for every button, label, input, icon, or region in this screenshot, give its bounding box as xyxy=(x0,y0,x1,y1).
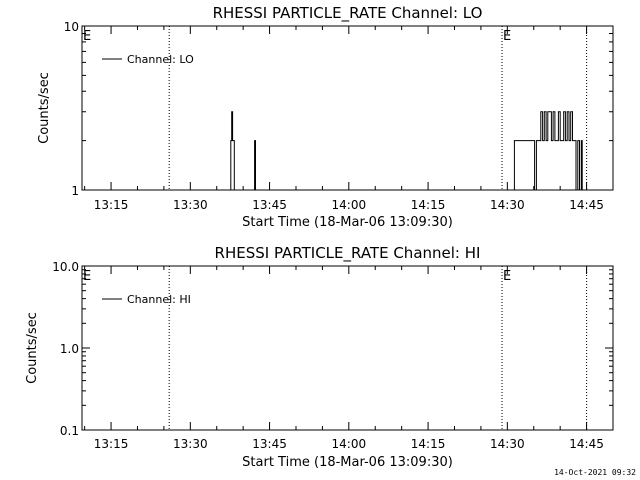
x-tick-label-13-45: 13:45 xyxy=(252,198,287,212)
x-tick-label-13-45: 13:45 xyxy=(252,437,287,451)
plot-frame xyxy=(81,25,614,191)
footer-timestamp: 14-Oct-2021 09:32 xyxy=(554,468,636,477)
x-tick-label-14-15: 14:15 xyxy=(411,437,446,451)
series-segment-channel-lo-0 xyxy=(229,111,235,191)
y-tick-label-0-1: 0.1 xyxy=(60,424,79,438)
series-segment-channel-lo-1 xyxy=(253,140,256,191)
chart-title: RHESSI PARTICLE_RATE Channel: HI xyxy=(215,244,481,263)
y-tick-label-10-0: 10.0 xyxy=(52,260,79,274)
y-axis-label: Counts/sec xyxy=(37,72,52,144)
x-tick-label-13-15: 13:15 xyxy=(94,198,129,212)
y-tick-label-1-0: 1.0 xyxy=(60,342,79,356)
x-tick-label-14-00: 14:00 xyxy=(332,437,367,451)
chart-title: RHESSI PARTICLE_RATE Channel: LO xyxy=(213,4,483,23)
event-marker-label: E xyxy=(83,29,91,44)
event-marker-label: E xyxy=(83,269,91,284)
x-tick-label-14-00: 14:00 xyxy=(332,198,367,212)
y-tick-label-10: 10 xyxy=(64,20,79,34)
x-tick-label-14-30: 14:30 xyxy=(490,198,525,212)
x-axis-label: Start Time (18-Mar-06 13:09:30) xyxy=(242,215,453,230)
x-tick-label-14-30: 14:30 xyxy=(490,437,525,451)
x-tick-label-13-15: 13:15 xyxy=(94,437,129,451)
legend-entry: Channel: LO xyxy=(127,53,194,66)
hi-channel-panel: RHESSI PARTICLE_RATE Channel: HI 13:15 13:… xyxy=(25,244,614,470)
legend-entry: Channel: HI xyxy=(127,293,191,306)
event-marker-label: E xyxy=(503,29,511,44)
x-tick-label-14-15: 14:15 xyxy=(411,198,446,212)
x-tick-label-14-45: 14:45 xyxy=(569,437,604,451)
y-tick-label-1: 1 xyxy=(71,184,79,198)
series-segment-channel-lo-2 xyxy=(512,111,583,191)
x-tick-label-13-30: 13:30 xyxy=(173,437,208,451)
x-axis-label: Start Time (18-Mar-06 13:09:30) xyxy=(242,455,453,470)
lo-channel-panel: RHESSI PARTICLE_RATE Channel: LO 13:15 13:… xyxy=(37,4,614,230)
event-marker-label: E xyxy=(503,269,511,284)
y-axis-label: Counts/sec xyxy=(25,312,40,384)
x-tick-label-14-45: 14:45 xyxy=(569,198,604,212)
x-tick-label-13-30: 13:30 xyxy=(173,198,208,212)
plot-frame xyxy=(81,265,614,431)
